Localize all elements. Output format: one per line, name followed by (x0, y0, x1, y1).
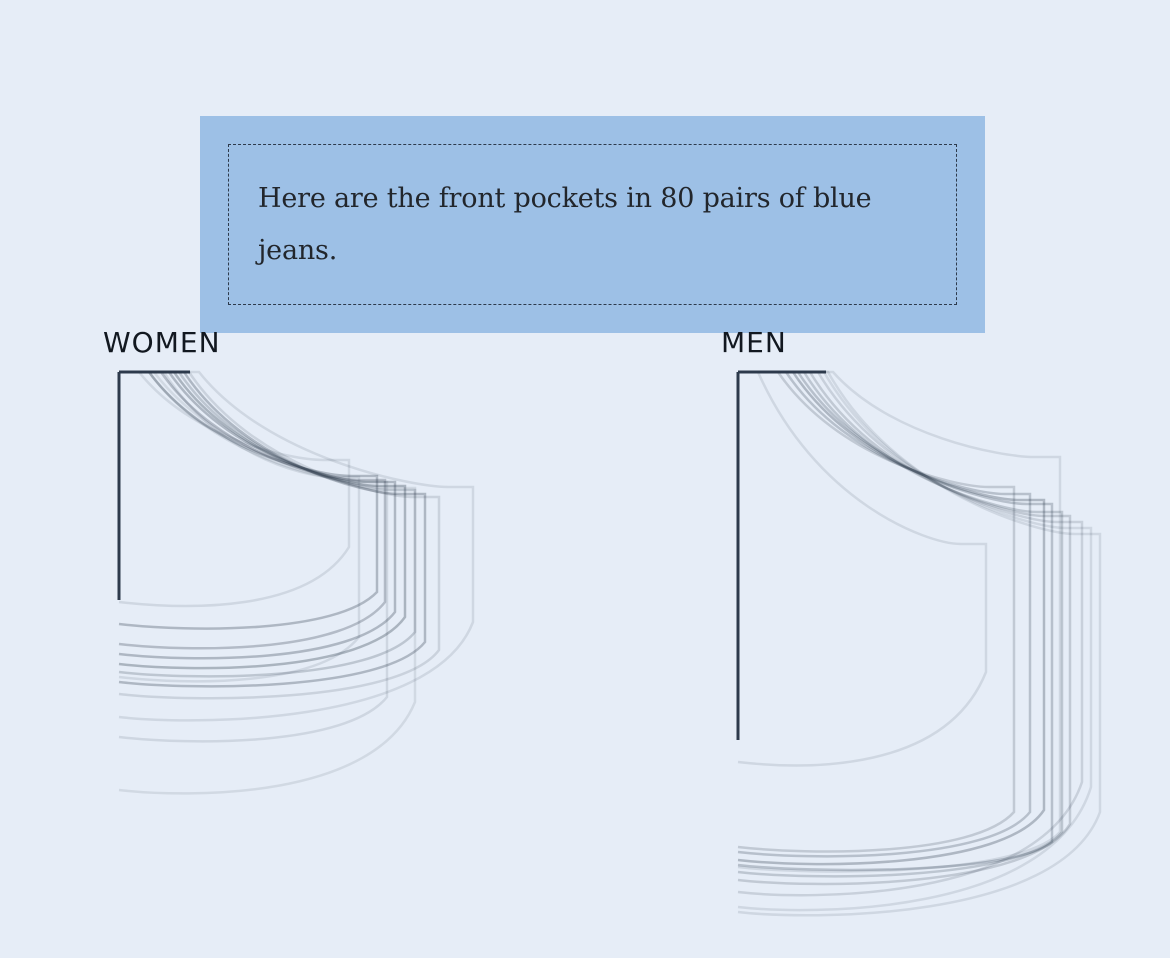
pocket-outline (737, 370, 1062, 873)
pocket-outline (737, 370, 1093, 912)
intro-text: Here are the front pockets in 80 pairs o… (258, 183, 872, 266)
pocket-outline (118, 370, 417, 795)
pocket-outline (118, 370, 351, 608)
pocket-outline (118, 370, 397, 660)
pocket-outline (118, 370, 417, 678)
men-pocket-outlines (737, 370, 1102, 917)
pocket-outline (118, 370, 427, 688)
pocket-outline (118, 370, 475, 722)
pocket-outline (737, 370, 1046, 866)
pocket-outline (118, 370, 389, 743)
pocket-outline (737, 370, 1084, 897)
pocket-outline (118, 370, 361, 683)
pocket-outline (118, 370, 379, 630)
women-group-label: WOMEN (103, 326, 221, 359)
pocket-outline (737, 370, 1102, 917)
men-group-label: MEN (721, 326, 787, 359)
intro-card-frame: Here are the front pockets in 80 pairs o… (228, 144, 957, 305)
pocket-outline (737, 370, 1064, 878)
pocket-outline (118, 370, 387, 650)
pocket-outline (737, 370, 1032, 858)
pocket-outline (737, 370, 1072, 886)
pocket-outline (737, 370, 1054, 872)
pocket-outline (737, 370, 1016, 853)
pocket-outline (737, 370, 988, 767)
women-pocket-outlines (118, 370, 475, 795)
pocket-outline (118, 370, 441, 700)
pocket-outline (118, 370, 407, 670)
intro-card: Here are the front pockets in 80 pairs o… (200, 116, 985, 333)
